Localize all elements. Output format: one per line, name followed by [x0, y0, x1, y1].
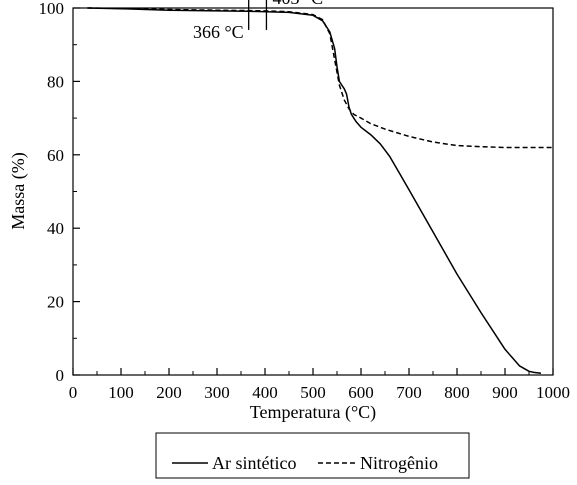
onset-label: 366 °C: [193, 22, 244, 42]
x-tick-label: 300: [204, 383, 230, 402]
plot-frame: [72, 7, 554, 376]
axis-ticks: [72, 7, 554, 376]
x-tick-label: 0: [69, 383, 78, 402]
y-tick-label: 40: [47, 219, 64, 238]
y-axis-title: Massa (%): [8, 152, 29, 229]
legend-label-nitrogenio: Nitrogênio: [360, 453, 438, 473]
series-layer: [87, 7, 553, 374]
y-tick-label: 60: [47, 146, 64, 165]
series-line-ar-sintetico: [87, 7, 542, 374]
onset-label: 403 °C: [272, 0, 323, 8]
y-tick-label: 80: [47, 72, 64, 91]
legend: Ar sintético Nitrogênio: [155, 432, 470, 479]
legend-label-ar-sintetico: Ar sintético: [212, 453, 296, 473]
x-tick-label: 900: [492, 383, 518, 402]
y-tick-label: 100: [39, 0, 65, 18]
y-tick-label: 0: [56, 366, 65, 385]
legend-box: [155, 432, 470, 479]
x-tick-label: 1000: [536, 383, 570, 402]
x-axis-title: Temperatura (°C): [250, 402, 376, 423]
x-tick-label: 400: [252, 383, 278, 402]
x-tick-label: 500: [300, 383, 326, 402]
series-line-nitrogenio: [87, 7, 553, 149]
x-tick-label: 600: [348, 383, 374, 402]
axis-tick-labels: 0 100 200 300 400 500 600 700 800 900 1000 0 20 40 60 8…: [39, 0, 571, 402]
y-tick-label: 20: [47, 293, 64, 312]
x-tick-label: 800: [444, 383, 470, 402]
x-tick-label: 700: [396, 383, 422, 402]
annotation-layer: 366 °C 403 °C: [193, 0, 323, 42]
x-tick-label: 200: [156, 383, 182, 402]
x-tick-label: 100: [108, 383, 134, 402]
